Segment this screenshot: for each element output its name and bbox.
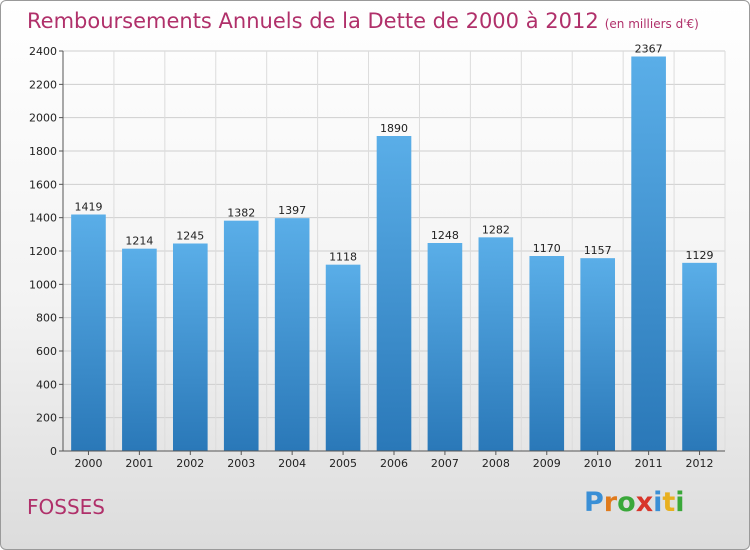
data-label-2010: 1157 [584,244,612,257]
x-tick-label-2000: 2000 [74,457,102,470]
data-label-2004: 1397 [278,204,306,217]
brand-letter: x [635,487,654,518]
brand-letter: o [617,487,636,518]
y-tick-label: 1200 [29,245,57,258]
axes: 0 200 400 600 800 1000 1200 1400 1600 1800 2000 220… [29,45,725,470]
brand-letter: r [603,487,618,518]
commune-name: FOSSES [27,495,105,519]
bar-2009 [529,256,565,451]
x-tick-label-2010: 2010 [584,457,612,470]
y-tick-label: 1800 [29,145,57,158]
brand-letter: P [584,487,604,518]
data-label-2005: 1118 [329,251,357,264]
y-tick-label: 400 [36,378,57,391]
x-tick-label-2007: 2007 [431,457,459,470]
chart-title: Remboursements Annuels de la Dette de 20… [27,9,699,33]
bar-2008 [478,237,514,451]
data-label-2008: 1282 [482,223,510,236]
brand-letter: i [653,487,663,518]
y-tick-label: 1600 [29,178,57,191]
data-label-2006: 1890 [380,122,408,135]
bar-2005 [325,264,361,451]
y-tick-label: 1000 [29,278,57,291]
bar-2002 [172,243,208,451]
brand-logo: Proxiti [584,487,685,518]
chart-subtitle: (en milliers d'€) [604,17,699,31]
brand-letter: t [662,487,676,518]
data-label-2000: 1419 [74,201,102,214]
bar-2004 [274,218,310,451]
x-tick-label-2004: 2004 [278,457,306,470]
x-tick-label-2011: 2011 [635,457,663,470]
y-tick-label: 200 [36,412,57,425]
data-label-2002: 1245 [176,230,204,243]
bar-2011 [631,56,666,451]
x-tick-label-2012: 2012 [686,457,714,470]
bar-2007 [427,243,463,451]
data-label-2007: 1248 [431,229,459,242]
bar-2000 [71,214,106,451]
bar-2010 [580,258,616,451]
x-tick-label-2002: 2002 [176,457,204,470]
data-label-2003: 1382 [227,207,255,220]
brand-letter: i [675,487,685,518]
data-label-2009: 1170 [533,242,561,255]
y-tick-label: 2200 [29,78,57,91]
y-tick-label: 2400 [29,45,57,58]
y-tick-label: 1400 [29,212,57,225]
x-tick-label-2008: 2008 [482,457,510,470]
x-tick-label-2001: 2001 [125,457,153,470]
data-label-2001: 1214 [125,235,153,248]
y-tick-label: 0 [50,445,57,458]
data-label-2012: 1129 [686,249,714,262]
bar-2012 [682,262,717,451]
chart-title-text: Remboursements Annuels de la Dette de 20… [27,9,599,33]
bar-2001 [122,248,157,451]
bar-2003 [223,220,259,451]
x-tick-label-2005: 2005 [329,457,357,470]
bar-2006 [376,136,412,451]
x-tick-label-2009: 2009 [533,457,561,470]
bars: 1419 1214 1245 1382 1397 1118 1890 1248 1282 1170… [71,43,717,451]
y-tick-label: 600 [36,345,57,358]
y-tick-label: 800 [36,312,57,325]
x-tick-label-2003: 2003 [227,457,255,470]
x-tick-label-2006: 2006 [380,457,408,470]
data-label-2011: 2367 [635,43,663,56]
y-tick-label: 2000 [29,112,57,125]
